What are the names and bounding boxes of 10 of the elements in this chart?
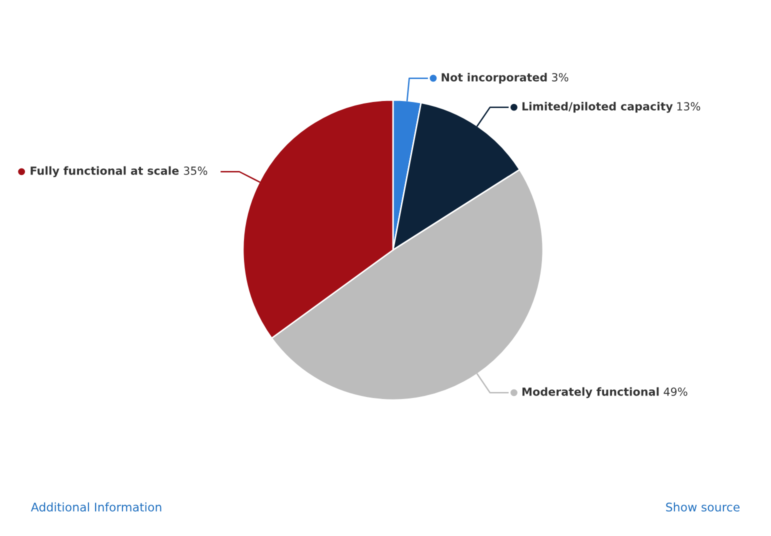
data-label: 13% xyxy=(677,102,700,111)
legend-label: Limited/piloted capacity xyxy=(522,102,673,113)
legend-label: Moderately functional xyxy=(522,387,659,398)
data-label: 49% xyxy=(664,387,688,396)
legend-label: Fully functional at scale xyxy=(30,166,179,178)
text: Additional Information xyxy=(30,502,162,512)
text: Show source xyxy=(666,502,740,512)
data-label: 3% xyxy=(552,73,568,82)
data-label: 35% xyxy=(184,166,208,175)
legend-label: Not incorporated xyxy=(442,72,547,84)
